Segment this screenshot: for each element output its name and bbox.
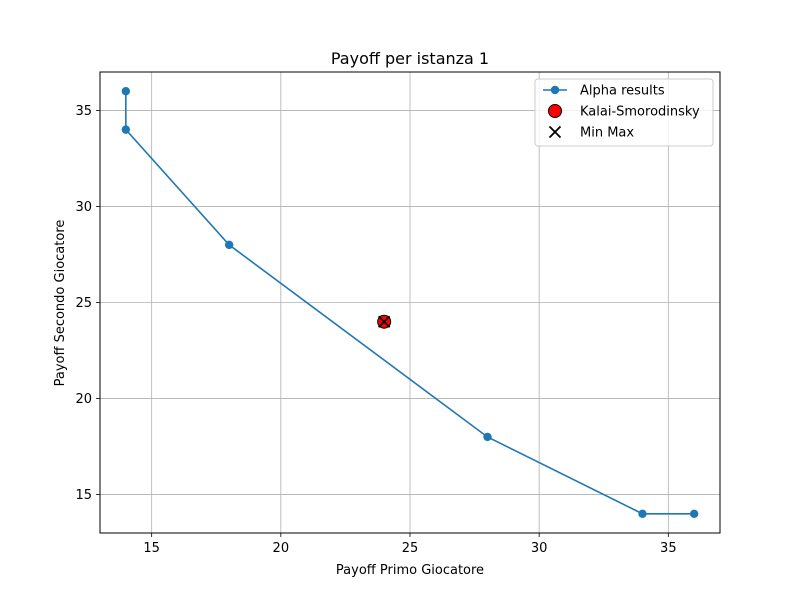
min-max-point	[378, 315, 391, 328]
x-axis-label: Payoff Primo Giocatore	[336, 563, 484, 578]
y-tick-label: 35	[75, 104, 92, 119]
series-0	[121, 87, 699, 518]
alpha-results-point	[224, 240, 234, 250]
alpha-results-point	[121, 125, 131, 134]
y-tick-label: 30	[75, 200, 92, 215]
x-tick-label: 30	[531, 541, 548, 556]
legend-entry: Min Max	[548, 125, 634, 141]
chart-title: Payoff per istanza 1	[331, 49, 489, 68]
legend-label: Kalai-Smorodinsky	[580, 105, 700, 120]
legend: Alpha results Kalai-Smorodinsky Min Max	[534, 78, 714, 147]
x-tick-label: 20	[273, 541, 290, 556]
alpha-results-point	[483, 432, 492, 442]
y-axis-label: Payoff Secondo Giocatore	[53, 220, 68, 387]
ticks: 15 20 25 30 35 15 20 25 30 35	[75, 104, 676, 556]
legend-marker-swatch	[550, 85, 560, 95]
legend-box	[534, 78, 714, 147]
legend-label: Alpha results	[580, 84, 665, 99]
alpha-results-point	[638, 509, 647, 518]
legend-marker-swatch	[548, 104, 562, 118]
alpha-results-point	[121, 87, 131, 96]
x-tick-label: 15	[143, 541, 160, 556]
legend-marker-swatch	[548, 125, 562, 139]
y-tick-label: 20	[75, 392, 92, 407]
legend-entry: Alpha results	[543, 84, 665, 99]
legend-entry: Kalai-Smorodinsky	[548, 104, 700, 120]
y-tick-label: 15	[75, 488, 92, 503]
series-layer	[121, 87, 699, 518]
x-tick-label: 35	[660, 541, 677, 556]
y-tick-label: 25	[75, 296, 92, 311]
x-tick-label: 25	[402, 541, 419, 556]
alpha-results-line	[125, 91, 695, 515]
series-2	[378, 315, 391, 328]
legend-label: Min Max	[580, 126, 634, 141]
alpha-results-point	[689, 509, 699, 518]
